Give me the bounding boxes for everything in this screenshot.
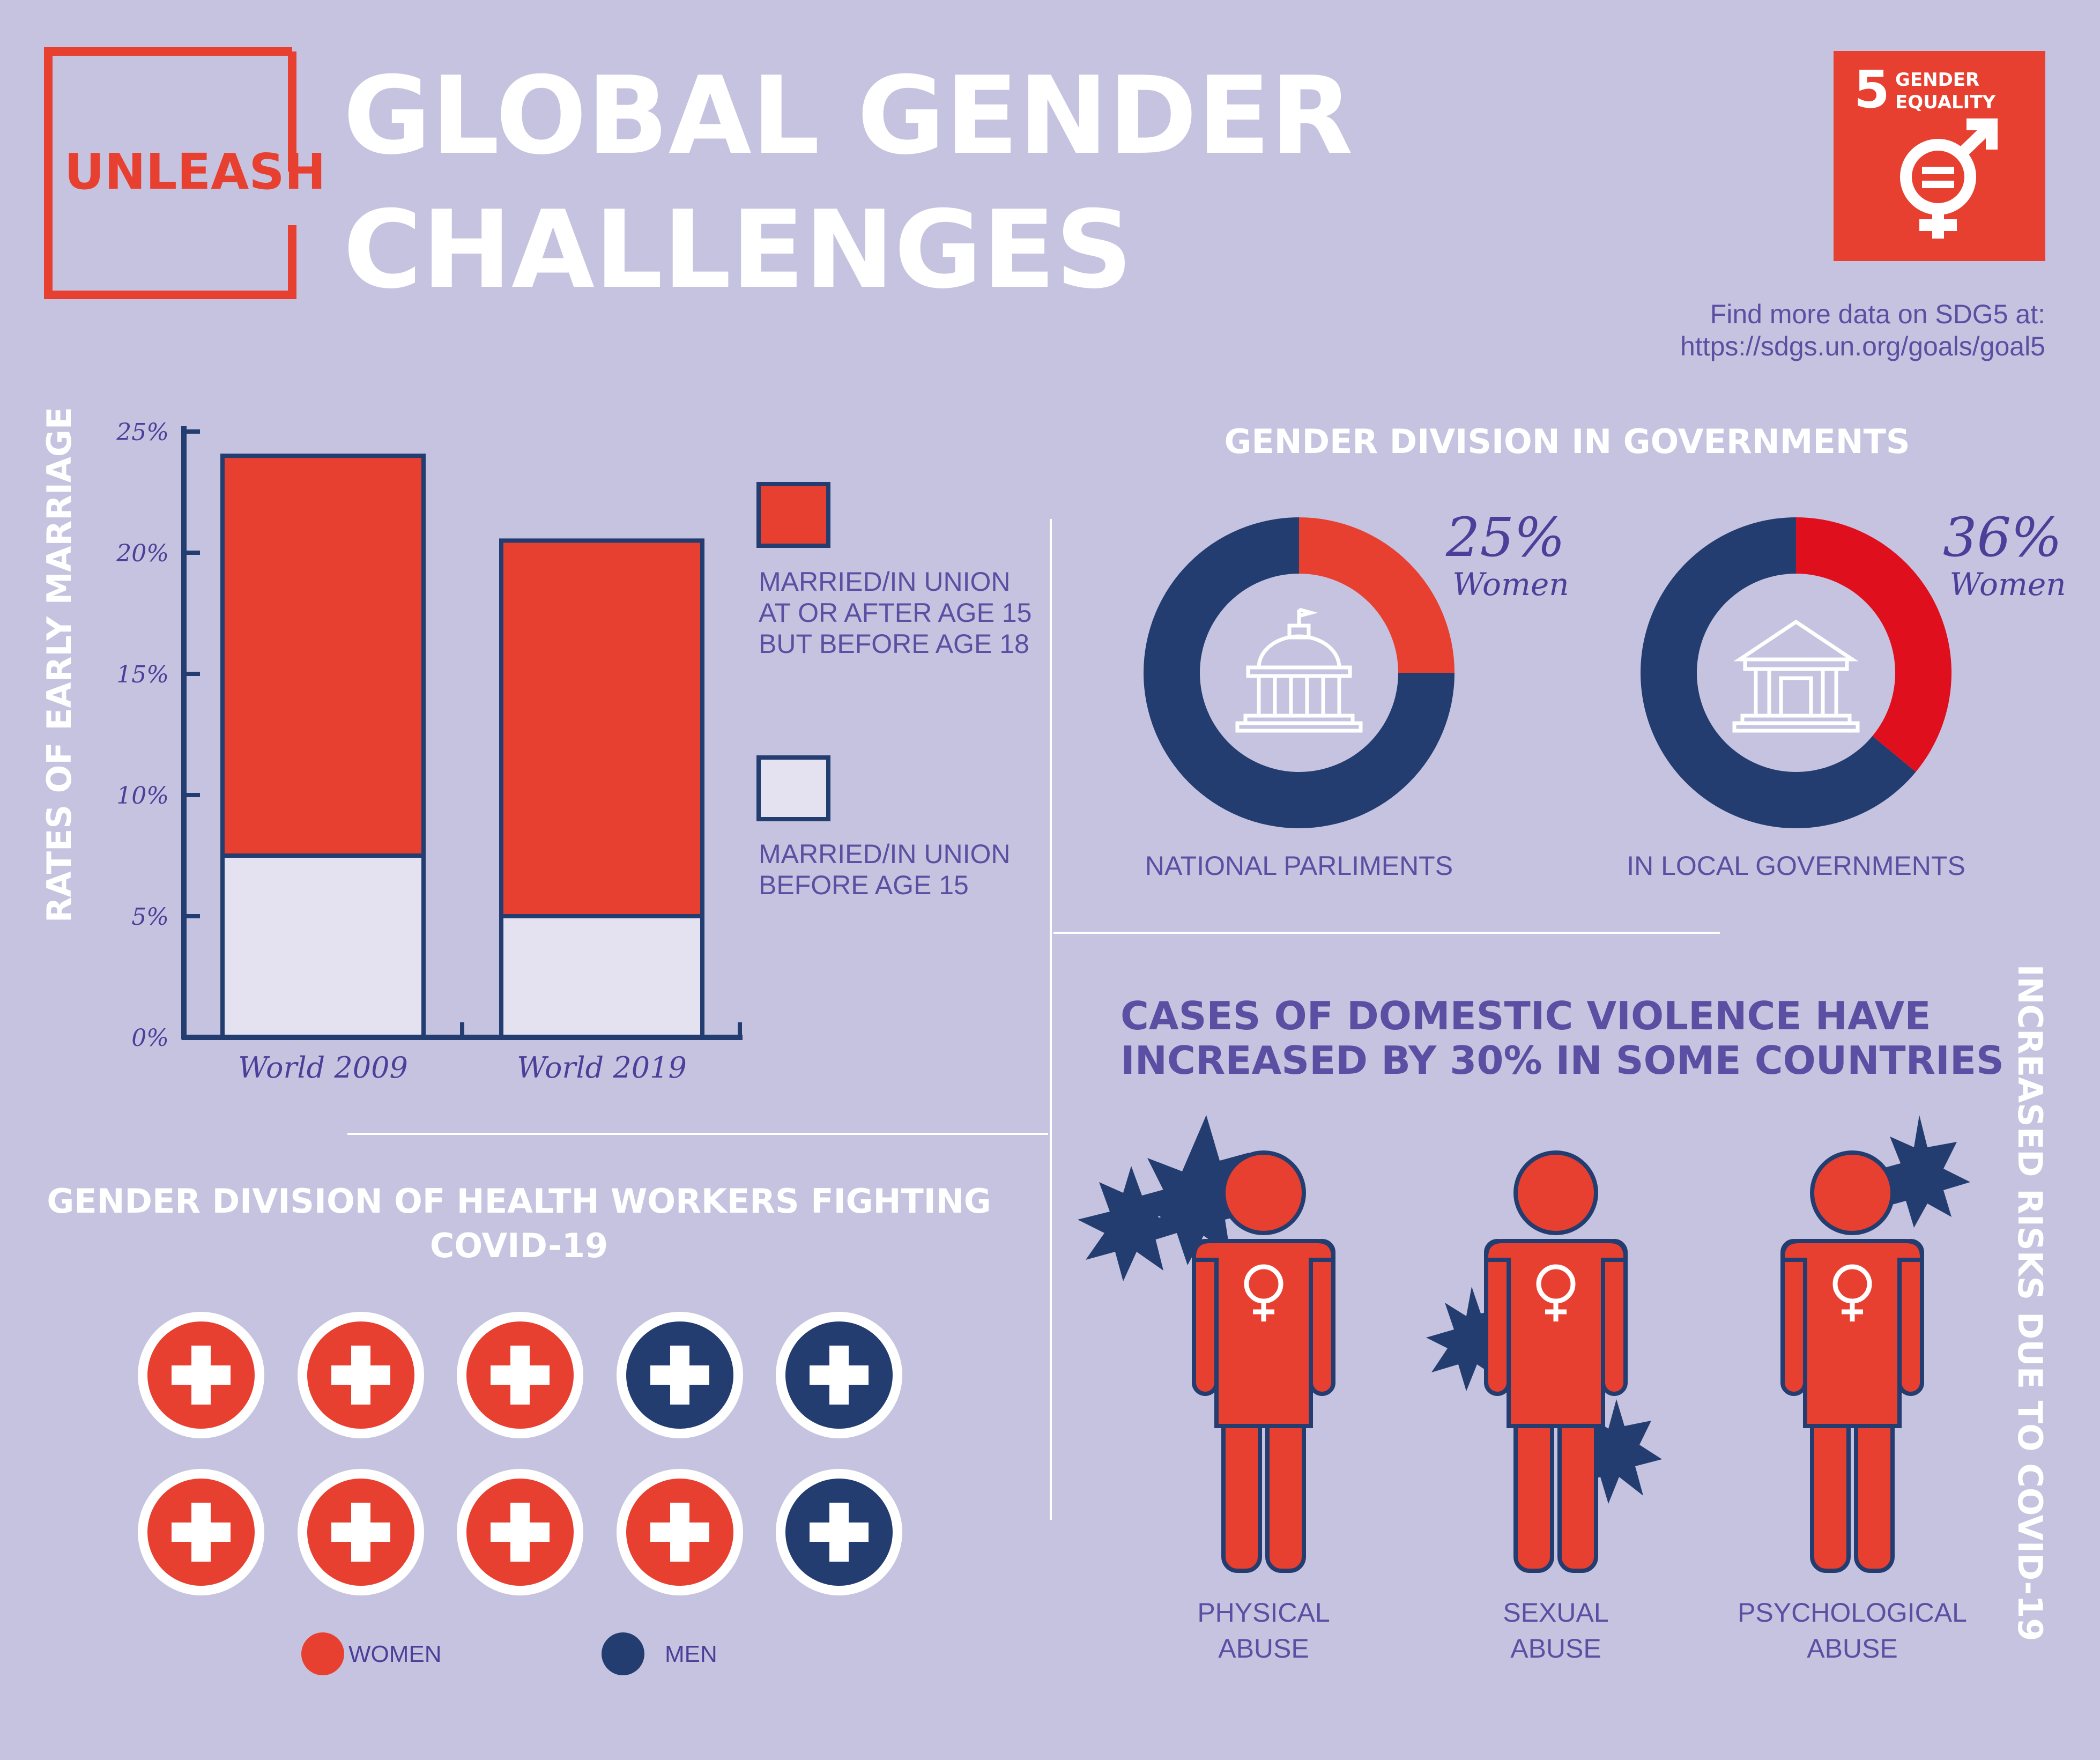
- health-workers-title-line-1: GENDER DIVISION OF HEALTH WORKERS FIGHTI…: [47, 1182, 991, 1221]
- legend-women-dot: [301, 1632, 344, 1675]
- woman-figure-icon: PHYSICAL ABUSE: [1192, 1150, 1335, 1664]
- donut-women-slice: [1796, 517, 1951, 772]
- legend-men-dot: [602, 1632, 644, 1675]
- government-building-icon: [1732, 619, 1860, 733]
- abuse-figures: PHYSICAL ABUSE SEXUAL ABUSE PSYCHOLOGICAL ABU…: [1192, 1150, 1967, 1664]
- legend-men-label: MEN: [665, 1641, 717, 1667]
- abuse-label-line-2: ABUSE: [1510, 1633, 1601, 1664]
- donut-men-slice: [1143, 517, 1455, 828]
- page-title-line-1: GLOBAL GENDER: [343, 54, 1353, 179]
- abuse-label-line-1: SEXUAL: [1503, 1598, 1608, 1628]
- page-title-line-2: CHALLENGES: [343, 188, 1133, 313]
- female-symbol-icon: [1244, 1264, 1283, 1321]
- legend-women-label: WOMEN: [348, 1641, 442, 1667]
- impact-burst-icon: [1871, 1115, 1970, 1228]
- bar-segment: [499, 914, 704, 1039]
- gender-equality-icon: [1900, 118, 1998, 239]
- man-health-worker-icon: [776, 1312, 902, 1438]
- legend-before-15-line-2: BEFORE AGE 15: [759, 870, 969, 900]
- woman-health-worker-icon: [138, 1312, 264, 1438]
- side-label: INCREASED RISKS DUE TO COVID-19: [2010, 964, 2050, 1642]
- bar-segment: [220, 853, 426, 1039]
- donut-category-label: IN LOCAL GOVERNMENTS: [1627, 851, 1965, 881]
- woman-figure-icon: PSYCHOLOGICAL ABUSE: [1738, 1150, 1967, 1664]
- sdg-link-intro: Find more data on SDG5 at:: [1710, 299, 2045, 329]
- health-workers-title-line-2: COVID-19: [430, 1226, 608, 1265]
- early-marriage-bar-chart: RATES OF EARLY MARRIAGE 0% 5% 10% 15% 20% 25%…: [40, 407, 743, 1085]
- health-legend: WOMEN MEN: [301, 1632, 717, 1675]
- y-axis-label: RATES OF EARLY MARRIAGE: [40, 407, 79, 923]
- y-tick-label: 15%: [116, 661, 169, 688]
- woman-health-worker-icon: [457, 1312, 583, 1438]
- donut-chart: 36%Women IN LOCAL GOVERNMENTS: [1627, 506, 2066, 881]
- legend-15-to-18-line-3: BUT BEFORE AGE 18: [759, 629, 1029, 659]
- female-symbol-icon: [1536, 1264, 1576, 1321]
- donut-women-label: Women: [1452, 566, 1569, 603]
- axes: [181, 426, 743, 1040]
- impact-burst-icon: [1078, 1166, 1185, 1281]
- x-category-label: World 2019: [517, 1051, 687, 1085]
- capitol-building-icon: [1235, 607, 1363, 733]
- y-tick-label: 20%: [116, 540, 169, 567]
- woman-health-worker-icon: [457, 1469, 583, 1595]
- y-tick-label: 25%: [116, 419, 169, 446]
- abuse-label-line-1: PHYSICAL: [1197, 1598, 1330, 1628]
- bar-segment: [220, 454, 426, 858]
- sdg-label-line-2: EQUALITY: [1895, 92, 1996, 113]
- donut-category-label: NATIONAL PARLIMENTS: [1145, 851, 1453, 881]
- violence-heading-line-1: CASES OF DOMESTIC VIOLENCE HAVE: [1121, 993, 1931, 1038]
- y-tick-label: 10%: [116, 782, 169, 810]
- donut-women-label: Women: [1949, 566, 2066, 603]
- sdg-number: 5: [1854, 60, 1890, 120]
- government-section-title: GENDER DIVISION IN GOVERNMENTS: [1224, 422, 1910, 461]
- donut-chart: 25%Women NATIONAL PARLIMENTS: [1143, 506, 1569, 881]
- donut-percent-label: 36%: [1943, 506, 2062, 569]
- bars: [220, 454, 704, 1039]
- woman-health-worker-icon: [617, 1469, 743, 1595]
- woman-health-worker-icon: [298, 1469, 424, 1595]
- y-tick-label: 5%: [131, 903, 169, 931]
- x-category-label: World 2009: [238, 1051, 408, 1085]
- x-axis-categories: World 2009 World 2019: [238, 1051, 687, 1085]
- bar-segment: [499, 538, 704, 918]
- abuse-label-line-2: ABUSE: [1218, 1633, 1309, 1664]
- health-workers-grid: [138, 1312, 902, 1595]
- violence-heading-line-2: INCREASED BY 30% IN SOME COUNTRIES: [1121, 1038, 2004, 1083]
- legend-15-to-18-line-2: AT OR AFTER AGE 15: [759, 598, 1032, 628]
- legend-swatch-before-15: [756, 755, 830, 821]
- sdg-link-url[interactable]: https://sdgs.un.org/goals/goal5: [1680, 331, 2045, 361]
- man-health-worker-icon: [776, 1469, 902, 1595]
- unleash-logo: UNLEASH: [44, 47, 326, 299]
- donut-women-slice: [1299, 517, 1455, 673]
- sdg5-badge: 5 GENDER EQUALITY: [1834, 51, 2045, 261]
- bar-legend: MARRIED/IN UNION AT OR AFTER AGE 15 BUT …: [756, 482, 1032, 900]
- abuse-label-line-2: ABUSE: [1807, 1633, 1898, 1664]
- legend-15-to-18-line-1: MARRIED/IN UNION: [759, 567, 1010, 597]
- logo-text: UNLEASH: [64, 143, 326, 200]
- female-symbol-icon: [1832, 1264, 1872, 1321]
- sdg-label-line-1: GENDER: [1895, 69, 1979, 91]
- legend-before-15-line-1: MARRIED/IN UNION: [759, 839, 1010, 869]
- woman-figure-icon: SEXUAL ABUSE: [1484, 1150, 1628, 1664]
- donut-men-slice: [1640, 517, 1916, 828]
- legend-swatch-15-to-18: [756, 482, 830, 548]
- y-tick-label: 0%: [131, 1024, 169, 1052]
- donut-percent-label: 25%: [1445, 506, 1565, 569]
- man-health-worker-icon: [617, 1312, 743, 1438]
- woman-health-worker-icon: [138, 1469, 264, 1595]
- abuse-label-line-1: PSYCHOLOGICAL: [1738, 1598, 1967, 1628]
- woman-health-worker-icon: [298, 1312, 424, 1438]
